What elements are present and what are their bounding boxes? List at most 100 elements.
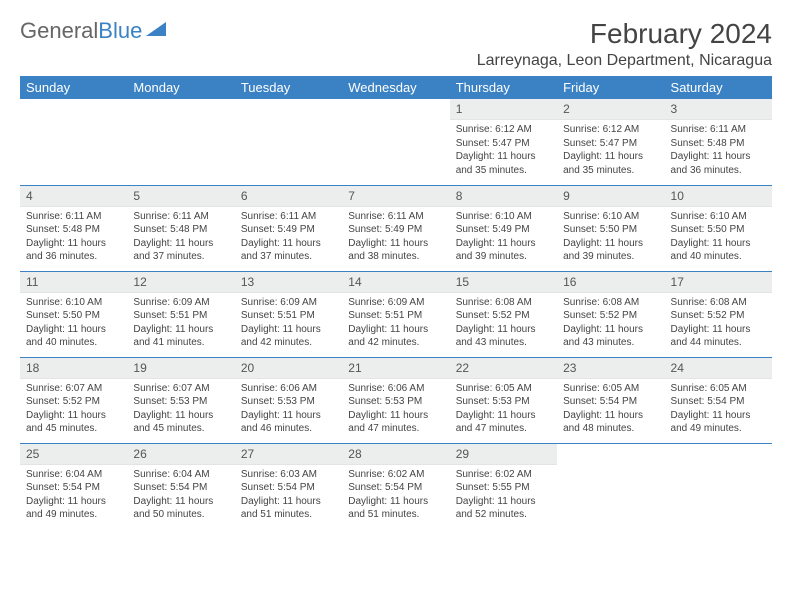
day-details: Sunrise: 6:05 AMSunset: 5:54 PMDaylight:… (557, 379, 664, 442)
day-details: Sunrise: 6:11 AMSunset: 5:48 PMDaylight:… (127, 207, 234, 270)
calendar-cell: 27Sunrise: 6:03 AMSunset: 5:54 PMDayligh… (235, 443, 342, 529)
day-details: Sunrise: 6:11 AMSunset: 5:48 PMDaylight:… (20, 207, 127, 270)
day-details: Sunrise: 6:12 AMSunset: 5:47 PMDaylight:… (557, 120, 664, 183)
day-header: Thursday (450, 76, 557, 99)
brand-triangle-icon (146, 18, 168, 44)
day-number: 14 (342, 272, 449, 293)
day-details: Sunrise: 6:11 AMSunset: 5:48 PMDaylight:… (665, 120, 772, 183)
day-details: Sunrise: 6:05 AMSunset: 5:54 PMDaylight:… (665, 379, 772, 442)
day-header: Monday (127, 76, 234, 99)
calendar-cell: 28Sunrise: 6:02 AMSunset: 5:54 PMDayligh… (342, 443, 449, 529)
day-number: 26 (127, 444, 234, 465)
calendar-row: 4Sunrise: 6:11 AMSunset: 5:48 PMDaylight… (20, 185, 772, 271)
day-details: Sunrise: 6:07 AMSunset: 5:53 PMDaylight:… (127, 379, 234, 442)
calendar-cell (20, 99, 127, 185)
day-details: Sunrise: 6:08 AMSunset: 5:52 PMDaylight:… (665, 293, 772, 356)
calendar-cell: 11Sunrise: 6:10 AMSunset: 5:50 PMDayligh… (20, 271, 127, 357)
day-number: 25 (20, 444, 127, 465)
day-number: 27 (235, 444, 342, 465)
day-details: Sunrise: 6:05 AMSunset: 5:53 PMDaylight:… (450, 379, 557, 442)
calendar-cell (342, 99, 449, 185)
calendar-row: 25Sunrise: 6:04 AMSunset: 5:54 PMDayligh… (20, 443, 772, 529)
day-details: Sunrise: 6:10 AMSunset: 5:50 PMDaylight:… (557, 207, 664, 270)
day-number: 6 (235, 186, 342, 207)
day-number: 2 (557, 99, 664, 120)
calendar-cell (127, 99, 234, 185)
day-details: Sunrise: 6:09 AMSunset: 5:51 PMDaylight:… (342, 293, 449, 356)
day-number: 10 (665, 186, 772, 207)
day-number: 7 (342, 186, 449, 207)
day-details: Sunrise: 6:08 AMSunset: 5:52 PMDaylight:… (557, 293, 664, 356)
location-subtitle: Larreynaga, Leon Department, Nicaragua (477, 52, 772, 70)
day-details: Sunrise: 6:10 AMSunset: 5:50 PMDaylight:… (665, 207, 772, 270)
day-details: Sunrise: 6:10 AMSunset: 5:49 PMDaylight:… (450, 207, 557, 270)
calendar-row: 18Sunrise: 6:07 AMSunset: 5:52 PMDayligh… (20, 357, 772, 443)
calendar-cell: 21Sunrise: 6:06 AMSunset: 5:53 PMDayligh… (342, 357, 449, 443)
day-details: Sunrise: 6:02 AMSunset: 5:55 PMDaylight:… (450, 465, 557, 528)
calendar-cell: 20Sunrise: 6:06 AMSunset: 5:53 PMDayligh… (235, 357, 342, 443)
day-details: Sunrise: 6:08 AMSunset: 5:52 PMDaylight:… (450, 293, 557, 356)
calendar-cell: 2Sunrise: 6:12 AMSunset: 5:47 PMDaylight… (557, 99, 664, 185)
brand-part1: General (20, 18, 98, 44)
day-header: Saturday (665, 76, 772, 99)
calendar-cell (665, 443, 772, 529)
day-header: Wednesday (342, 76, 449, 99)
calendar-cell: 4Sunrise: 6:11 AMSunset: 5:48 PMDaylight… (20, 185, 127, 271)
day-number: 21 (342, 358, 449, 379)
day-number: 23 (557, 358, 664, 379)
day-details: Sunrise: 6:09 AMSunset: 5:51 PMDaylight:… (235, 293, 342, 356)
day-details: Sunrise: 6:06 AMSunset: 5:53 PMDaylight:… (235, 379, 342, 442)
day-number: 18 (20, 358, 127, 379)
day-number: 22 (450, 358, 557, 379)
calendar-row: 1Sunrise: 6:12 AMSunset: 5:47 PMDaylight… (20, 99, 772, 185)
day-details: Sunrise: 6:02 AMSunset: 5:54 PMDaylight:… (342, 465, 449, 528)
calendar-body: 1Sunrise: 6:12 AMSunset: 5:47 PMDaylight… (20, 99, 772, 529)
day-number: 11 (20, 272, 127, 293)
calendar-cell: 15Sunrise: 6:08 AMSunset: 5:52 PMDayligh… (450, 271, 557, 357)
day-number: 20 (235, 358, 342, 379)
calendar-cell: 9Sunrise: 6:10 AMSunset: 5:50 PMDaylight… (557, 185, 664, 271)
calendar-cell: 10Sunrise: 6:10 AMSunset: 5:50 PMDayligh… (665, 185, 772, 271)
calendar-cell: 25Sunrise: 6:04 AMSunset: 5:54 PMDayligh… (20, 443, 127, 529)
calendar-row: 11Sunrise: 6:10 AMSunset: 5:50 PMDayligh… (20, 271, 772, 357)
day-details: Sunrise: 6:12 AMSunset: 5:47 PMDaylight:… (450, 120, 557, 183)
calendar-cell: 22Sunrise: 6:05 AMSunset: 5:53 PMDayligh… (450, 357, 557, 443)
calendar-cell: 17Sunrise: 6:08 AMSunset: 5:52 PMDayligh… (665, 271, 772, 357)
day-number: 1 (450, 99, 557, 120)
day-details: Sunrise: 6:04 AMSunset: 5:54 PMDaylight:… (127, 465, 234, 528)
calendar-cell: 8Sunrise: 6:10 AMSunset: 5:49 PMDaylight… (450, 185, 557, 271)
day-number: 13 (235, 272, 342, 293)
day-number: 29 (450, 444, 557, 465)
day-details: Sunrise: 6:11 AMSunset: 5:49 PMDaylight:… (235, 207, 342, 270)
calendar-cell: 7Sunrise: 6:11 AMSunset: 5:49 PMDaylight… (342, 185, 449, 271)
day-number: 24 (665, 358, 772, 379)
day-number: 3 (665, 99, 772, 120)
calendar-table: SundayMondayTuesdayWednesdayThursdayFrid… (20, 76, 772, 529)
day-number: 19 (127, 358, 234, 379)
brand-logo: GeneralBlue (20, 18, 168, 44)
day-number: 16 (557, 272, 664, 293)
calendar-cell: 12Sunrise: 6:09 AMSunset: 5:51 PMDayligh… (127, 271, 234, 357)
calendar-header-row: SundayMondayTuesdayWednesdayThursdayFrid… (20, 76, 772, 99)
day-number: 17 (665, 272, 772, 293)
calendar-cell: 24Sunrise: 6:05 AMSunset: 5:54 PMDayligh… (665, 357, 772, 443)
day-details: Sunrise: 6:10 AMSunset: 5:50 PMDaylight:… (20, 293, 127, 356)
calendar-cell: 3Sunrise: 6:11 AMSunset: 5:48 PMDaylight… (665, 99, 772, 185)
calendar-cell: 19Sunrise: 6:07 AMSunset: 5:53 PMDayligh… (127, 357, 234, 443)
day-number: 8 (450, 186, 557, 207)
day-details: Sunrise: 6:09 AMSunset: 5:51 PMDaylight:… (127, 293, 234, 356)
day-header: Tuesday (235, 76, 342, 99)
day-details: Sunrise: 6:11 AMSunset: 5:49 PMDaylight:… (342, 207, 449, 270)
day-details: Sunrise: 6:07 AMSunset: 5:52 PMDaylight:… (20, 379, 127, 442)
day-number: 9 (557, 186, 664, 207)
calendar-cell: 13Sunrise: 6:09 AMSunset: 5:51 PMDayligh… (235, 271, 342, 357)
calendar-cell: 23Sunrise: 6:05 AMSunset: 5:54 PMDayligh… (557, 357, 664, 443)
calendar-cell: 1Sunrise: 6:12 AMSunset: 5:47 PMDaylight… (450, 99, 557, 185)
day-header: Friday (557, 76, 664, 99)
day-details: Sunrise: 6:06 AMSunset: 5:53 PMDaylight:… (342, 379, 449, 442)
calendar-cell (235, 99, 342, 185)
day-number: 5 (127, 186, 234, 207)
calendar-cell: 5Sunrise: 6:11 AMSunset: 5:48 PMDaylight… (127, 185, 234, 271)
page-header: GeneralBlue February 2024 Larreynaga, Le… (20, 18, 772, 70)
calendar-cell: 18Sunrise: 6:07 AMSunset: 5:52 PMDayligh… (20, 357, 127, 443)
